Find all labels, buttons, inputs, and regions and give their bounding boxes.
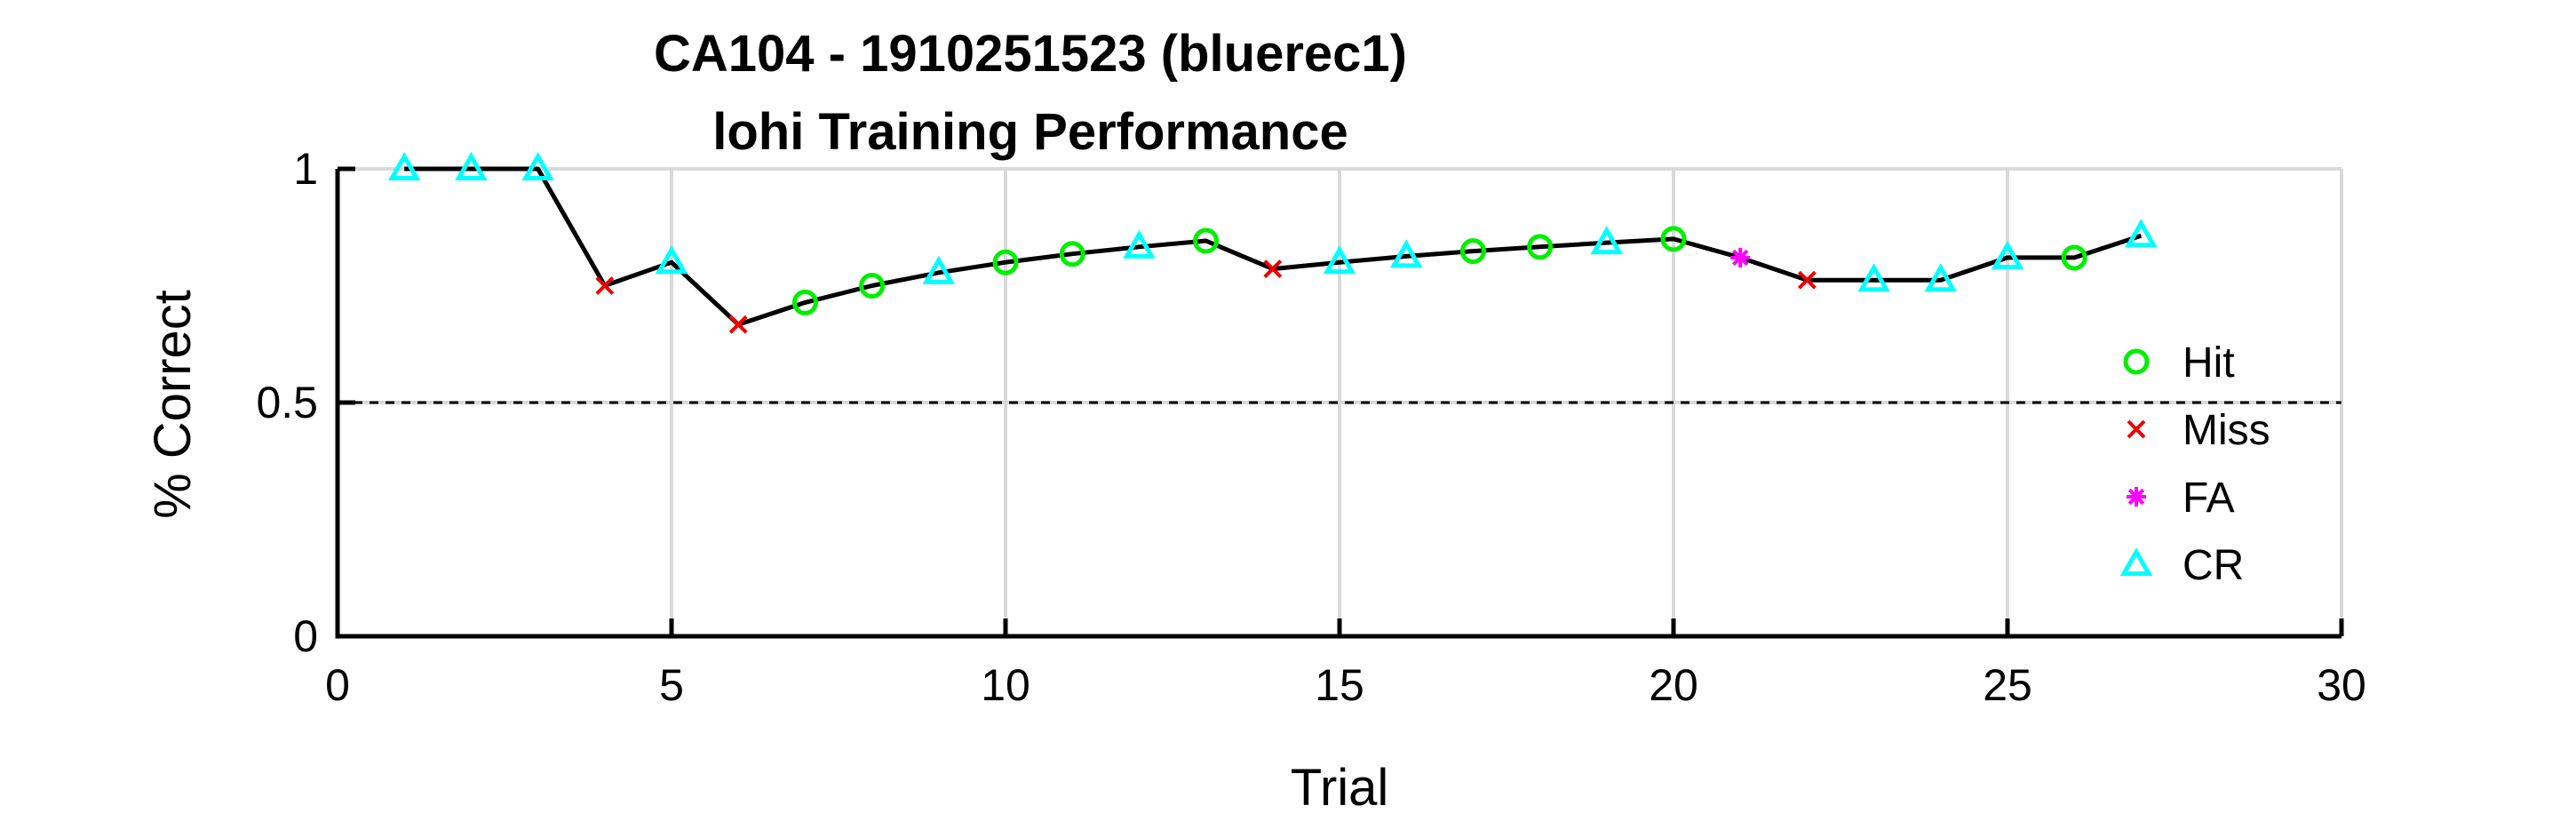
marker-miss [728,315,748,334]
marker-hit [1459,238,1486,265]
marker-miss [1263,259,1283,278]
y-axis-label: % Correct [144,290,202,519]
marker-hit [791,289,818,315]
marker-cr [2125,219,2158,248]
legend-label-fa: FA [2182,475,2235,522]
marker-cr [387,151,421,180]
axes [335,166,2344,639]
y-tick-label: 0.5 [256,378,318,427]
performance-line [404,166,2143,327]
marker-cr [1123,229,1156,259]
x-tick-label: 0 [325,660,350,710]
marker-cr [655,245,688,275]
marker-cr [1590,226,1624,255]
chart-title: CA104 - 1910251523 (bluerec1) [654,25,1407,83]
legend-marker-hit [2123,348,2150,375]
marker-miss [595,276,615,295]
marker-cr [922,255,956,284]
x-tick-label: 15 [1315,660,1364,710]
marker-hit [992,249,1019,275]
x-tick-label: 25 [1983,660,2032,710]
marker-cr [1323,245,1356,275]
x-tick-label: 10 [981,660,1030,710]
tick-labels: 0 5 10 15 20 25 30 0 0.5 1 [256,144,2365,710]
x-axis-label: Trial [1291,759,1389,817]
legend-marker-cr [2119,547,2153,576]
x-tick-label: 20 [1649,660,1698,710]
legend-label-hit: Hit [2182,339,2235,387]
marker-cr [1389,239,1423,268]
marker-hit [1660,226,1687,252]
x-tick-label: 5 [659,660,684,710]
marker-hit [1527,234,1554,260]
marker-cr [455,151,488,180]
marker-fa [1730,247,1751,267]
marker-cr [521,151,554,180]
x-tick-label: 30 [2317,660,2366,710]
y-tick-label: 1 [293,144,318,194]
y-tick-label: 0 [293,611,318,661]
series-performance [404,166,2143,327]
chart-subtitle: lohi Training Performance [712,103,1348,161]
marker-hit [2061,244,2087,271]
legend-label-cr: CR [2182,542,2244,589]
marker-cr [1857,263,1890,292]
marker-cr [1991,240,2024,269]
marker-hit [1193,227,1220,254]
legend-marker-miss [2127,419,2146,439]
legend-marker-fa [2127,487,2146,507]
marker-miss [1797,270,1817,290]
data-markers [387,151,2158,334]
marker-hit [859,273,886,299]
legend: Hit Miss FA CR [2119,339,2270,589]
marker-hit [1059,241,1085,267]
marker-cr [1924,263,1958,292]
legend-label-miss: Miss [2182,407,2270,454]
